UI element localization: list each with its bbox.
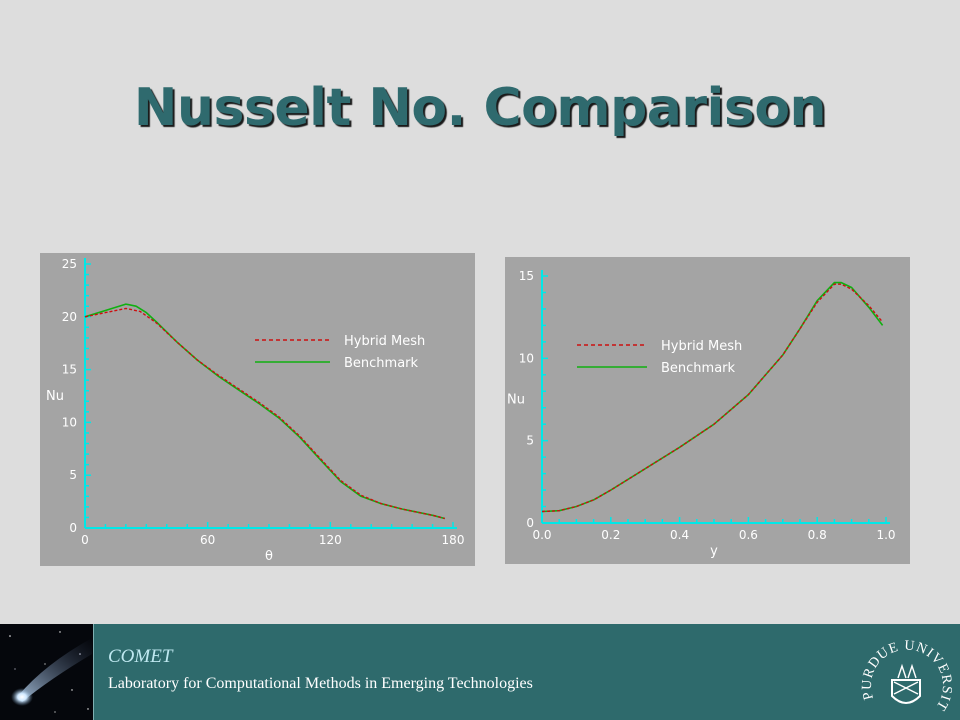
x-axis-title: y <box>710 544 718 559</box>
y-tick-label: 0 <box>69 521 77 535</box>
university-seal-logo: PURDUE UNIVERSITY <box>858 634 954 713</box>
chart-nu-vs-y: 0.0 0.2 0.4 0.6 0.8 1.0 0 5 10 15 y Nu Hybrid Mesh Be… <box>505 257 910 564</box>
y-tick-label: 15 <box>62 363 77 377</box>
y-axis-title: Nu <box>507 393 525 408</box>
legend-label-benchmark: Benchmark <box>344 356 419 371</box>
series-line-benchmark <box>541 281 884 513</box>
x-tick-label: 0.2 <box>601 528 620 542</box>
svg-text:PURDUE UNIVERSITY: PURDUE UNIVERSITY <box>858 634 954 713</box>
x-tick-label: 0.6 <box>739 528 758 542</box>
legend-label-benchmark: Benchmark <box>661 361 736 376</box>
x-tick-label: 180 <box>442 533 465 547</box>
chart-left-svg: 0 60 120 180 0 5 10 15 20 25 θ Nu Hybrid Mesh Benchma… <box>46 257 465 564</box>
y-tick-label: 20 <box>62 310 77 324</box>
legend-label-hybrid-mesh: Hybrid Mesh <box>661 339 742 354</box>
footer-lab-name: Laboratory for Computational Methods in … <box>108 675 533 692</box>
x-tick-label: 60 <box>200 533 215 547</box>
x-axis-title: θ <box>265 549 273 564</box>
y-tick-label: 15 <box>519 269 534 283</box>
legend-label-hybrid-mesh: Hybrid Mesh <box>344 334 425 349</box>
y-axis-title: Nu <box>46 389 64 404</box>
comet-image <box>0 624 94 720</box>
chart-nu-vs-theta: 0 60 120 180 0 5 10 15 20 25 θ Nu Hybrid Mesh Benchma… <box>40 253 475 566</box>
x-tick-label: 1.0 <box>876 528 895 542</box>
y-tick-label: 10 <box>519 351 534 365</box>
y-tick-label: 5 <box>526 434 534 448</box>
y-tick-label: 5 <box>69 468 77 482</box>
x-tick-label: 120 <box>319 533 342 547</box>
footer-bar: COMET Laboratory for Computational Metho… <box>0 624 960 720</box>
y-tick-label: 25 <box>62 257 77 271</box>
footer-brand: COMET <box>108 646 173 667</box>
y-tick-label: 10 <box>62 415 77 429</box>
x-tick-label: 0.4 <box>670 528 689 542</box>
chart-right-svg: 0.0 0.2 0.4 0.6 0.8 1.0 0 5 10 15 y Nu Hybrid Mesh Be… <box>507 269 896 559</box>
x-tick-label: 0 <box>81 533 89 547</box>
x-tick-label: 0.8 <box>808 528 827 542</box>
x-tick-label: 0.0 <box>532 528 551 542</box>
slide-title: Nusselt No. Comparison <box>133 78 827 138</box>
y-tick-label: 0 <box>526 516 534 530</box>
series-line-hybrid-mesh <box>541 283 884 513</box>
